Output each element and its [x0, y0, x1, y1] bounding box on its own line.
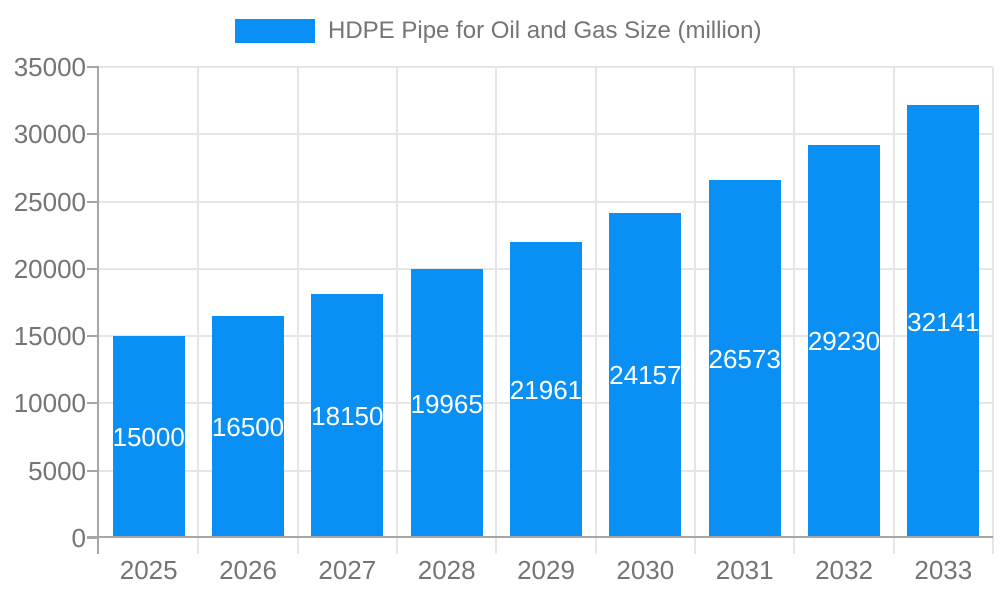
gridline-vertical: [992, 67, 994, 538]
x-axis-tick: [594, 538, 597, 554]
bar-data-label: 18150: [311, 400, 384, 431]
bar-data-label: 16500: [211, 411, 285, 442]
gridline-vertical: [594, 67, 597, 538]
y-axis-tick: [87, 66, 99, 68]
x-axis-tick: [197, 538, 200, 554]
y-axis-tick-label: 5000: [28, 455, 86, 486]
gridline-vertical: [396, 67, 398, 538]
bar-data-label: 19965: [410, 388, 483, 419]
x-axis-tick: [495, 538, 498, 554]
gridline-vertical: [793, 67, 796, 538]
x-axis-tick-label: 2028: [417, 555, 476, 585]
y-axis-tick-label: 10000: [13, 388, 86, 419]
x-axis-line: [87, 536, 993, 538]
x-axis-tick: [892, 538, 895, 554]
y-axis-tick-label: 30000: [13, 119, 86, 150]
y-axis-tick-label: 15000: [13, 321, 86, 352]
y-axis-tick-label: 25000: [13, 186, 86, 217]
x-axis-tick: [296, 538, 299, 554]
y-axis-tick: [87, 267, 99, 270]
bar[interactable]: [808, 144, 880, 538]
x-axis-tick: [396, 538, 398, 554]
x-axis-tick: [992, 538, 994, 554]
gridline-vertical: [495, 67, 498, 538]
x-axis-tick-label: 2031: [715, 555, 774, 585]
y-axis-tick: [87, 200, 99, 203]
bar[interactable]: [609, 212, 682, 538]
gridline-horizontal: [99, 200, 993, 203]
x-axis-tick-label: 2030: [616, 555, 675, 585]
gridline-vertical: [197, 67, 200, 538]
bar-data-label: 32141: [907, 306, 980, 337]
y-axis-tick-label: 20000: [13, 253, 86, 284]
bar[interactable]: [410, 269, 483, 538]
y-axis-line: [97, 67, 99, 554]
y-axis-tick: [87, 335, 99, 338]
bar-data-label: 15000: [112, 422, 185, 453]
bar[interactable]: [907, 105, 980, 538]
y-axis-tick-label: 35000: [13, 52, 86, 82]
y-axis-tick: [87, 402, 99, 405]
bar[interactable]: [311, 293, 384, 538]
x-axis-tick-label: 2032: [815, 555, 873, 585]
bar[interactable]: [708, 180, 781, 538]
gridline-horizontal: [99, 133, 993, 136]
y-axis-tick: [87, 133, 99, 136]
bar[interactable]: [510, 242, 582, 538]
x-axis-tick-label: 2033: [914, 555, 973, 585]
x-axis-tick: [694, 538, 696, 554]
x-axis-tick-label: 2025: [119, 555, 178, 585]
y-axis-tick-label: 0: [71, 523, 86, 553]
bar-data-label: 24157: [609, 360, 682, 391]
bar[interactable]: [212, 315, 284, 538]
bar-data-label: 29230: [807, 326, 881, 357]
bar[interactable]: [112, 336, 185, 538]
x-axis-tick-label: 2027: [318, 555, 377, 585]
y-axis-tick: [87, 537, 99, 539]
x-axis-tick-label: 2026: [219, 555, 277, 585]
plot-area: 15000 16500 18150 19965 21961 24157 26573 29230…: [99, 66, 994, 554]
x-axis-tick-label: 2029: [517, 555, 575, 585]
legend-label: HDPE Pipe for Oil and Gas Size (million): [328, 17, 762, 44]
legend-swatch: [235, 19, 315, 43]
gridline-vertical: [296, 67, 299, 538]
y-axis-tick: [87, 469, 99, 472]
gridline-vertical: [892, 67, 895, 538]
legend: HDPE Pipe for Oil and Gas Size (million): [235, 17, 762, 44]
bar-data-label: 26573: [708, 344, 781, 375]
gridline-horizontal: [99, 66, 993, 68]
x-axis-tick: [793, 538, 796, 554]
gridline-vertical: [694, 67, 696, 538]
bar-data-label: 21961: [509, 375, 583, 406]
